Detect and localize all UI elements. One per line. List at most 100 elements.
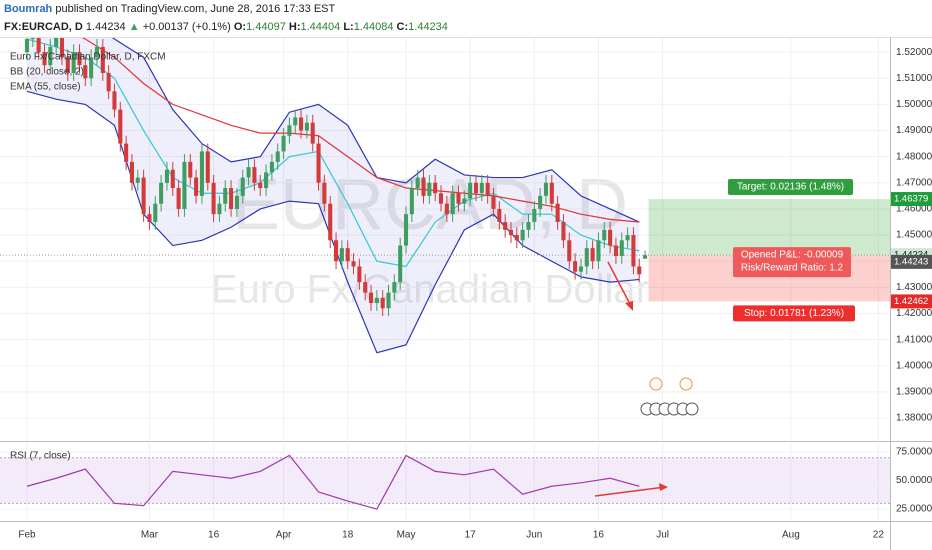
candle-body xyxy=(555,203,560,223)
candle-body xyxy=(106,73,111,92)
candle-body xyxy=(561,222,566,241)
candle-body xyxy=(211,182,216,215)
candle-body xyxy=(94,46,100,58)
candle-body xyxy=(532,208,537,223)
x-tick-label: Apr xyxy=(276,530,292,541)
symbol-line: FX:EURCAD, D 1.44234 ▲ +0.00137 (+0.1%) … xyxy=(4,21,448,33)
o-value: 1.44097 xyxy=(246,21,286,33)
candle-body xyxy=(479,182,484,194)
candle-body xyxy=(415,177,420,189)
candle-body xyxy=(147,214,152,223)
candle-body xyxy=(77,52,82,66)
candle-body xyxy=(281,135,286,152)
legend-rsi: RSI (7, close) xyxy=(10,451,71,462)
header-line: Boumrah published on TradingView.com, Ju… xyxy=(4,3,336,15)
symbol: FX:EURCAD, D xyxy=(4,21,83,33)
candle-body xyxy=(363,282,368,293)
candle-body xyxy=(269,161,274,173)
candle-body xyxy=(83,65,88,79)
candle-body xyxy=(153,203,158,223)
candle-body xyxy=(637,266,642,275)
candle-body xyxy=(316,143,321,183)
price-marker-box xyxy=(891,192,932,207)
candle-body xyxy=(287,125,292,136)
candle-body xyxy=(631,235,636,267)
candle-body xyxy=(71,52,76,74)
candle-body xyxy=(573,261,578,272)
candle-body xyxy=(42,52,47,66)
author[interactable]: Boumrah xyxy=(4,3,53,15)
stop-label-box xyxy=(733,305,855,322)
candle-body xyxy=(613,245,618,256)
candle-body xyxy=(118,109,123,144)
rsi-tick-label: 25.0000 xyxy=(896,504,932,515)
candle-body xyxy=(30,38,35,40)
candle-body xyxy=(508,229,514,236)
candle-body xyxy=(526,222,531,230)
rsi-tick-label: 75.0000 xyxy=(896,447,932,458)
price-marker-box xyxy=(891,294,932,309)
x-tick-label: Feb xyxy=(18,530,36,541)
ema-line xyxy=(81,38,640,223)
candle-body xyxy=(217,203,222,215)
candle-body xyxy=(258,182,263,189)
candle-body xyxy=(398,245,403,283)
candle-body xyxy=(596,240,601,262)
candle-body xyxy=(380,297,385,309)
candle-body xyxy=(164,169,169,183)
rsi-line xyxy=(26,454,640,510)
candle-body xyxy=(24,39,30,53)
candle-body xyxy=(100,46,105,74)
c-value: 1.44234 xyxy=(408,21,448,33)
price-marker: 1.42462 xyxy=(894,296,928,307)
candle-body xyxy=(141,177,146,215)
candle-body xyxy=(503,222,508,230)
candle-body xyxy=(252,167,257,183)
candle-body xyxy=(643,255,648,259)
y-tick-label: 1.49000 xyxy=(896,125,932,136)
candle-body xyxy=(124,143,129,162)
candle-body xyxy=(176,188,181,209)
y-tick-label: 1.39000 xyxy=(896,387,932,398)
bb-lower xyxy=(26,90,640,354)
candle-body xyxy=(275,151,280,162)
candle-body xyxy=(304,122,309,131)
candle-body xyxy=(205,151,210,183)
candle-body xyxy=(374,297,379,304)
target-label: Target: 0.02136 (1.48%) xyxy=(737,182,844,193)
target-zone xyxy=(648,199,890,256)
candle-body xyxy=(619,240,624,256)
bb-fill xyxy=(26,38,640,353)
candle-body xyxy=(538,195,543,209)
y-tick-label: 1.41000 xyxy=(896,334,932,345)
x-tick-label: Jun xyxy=(526,530,542,541)
candle-body xyxy=(89,57,94,79)
candle-body xyxy=(409,188,414,215)
published: published on TradingView.com, June 28, 2… xyxy=(55,3,335,15)
x-tick-label: Jul xyxy=(656,530,669,541)
x-tick-label: 22 xyxy=(873,530,885,541)
candle-body xyxy=(485,182,490,196)
h-value: 1.44404 xyxy=(301,21,341,33)
candle-body xyxy=(199,151,204,196)
rsi-tick-label: 50.0000 xyxy=(896,475,932,486)
bb-basis xyxy=(26,38,640,268)
candle-body xyxy=(182,161,187,209)
candle-body xyxy=(246,167,251,178)
candle-body xyxy=(322,182,327,204)
candle-body xyxy=(229,188,234,209)
drawing-arrow xyxy=(594,261,668,497)
legend-bb: BB (20, close, 2) xyxy=(10,67,84,78)
event-icons[interactable] xyxy=(640,377,699,416)
candle-body xyxy=(602,229,607,241)
candle-body xyxy=(36,38,41,53)
candle-body xyxy=(608,229,613,246)
legend-title: Euro Fx/Canadian Dollar, D, FXCM xyxy=(10,52,166,63)
l-value: 1.44084 xyxy=(354,21,394,33)
bb-upper xyxy=(111,38,640,223)
candle-body xyxy=(170,169,175,189)
candle-body xyxy=(578,266,583,272)
candle-body xyxy=(234,195,239,209)
candle-body xyxy=(444,203,449,215)
c-label: C: xyxy=(397,21,409,33)
